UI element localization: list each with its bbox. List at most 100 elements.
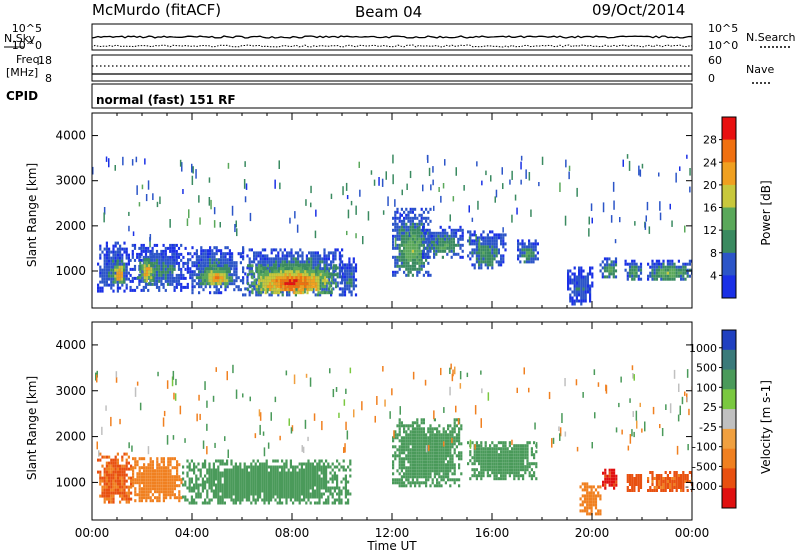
power-cell <box>571 302 574 306</box>
power-cell <box>495 251 498 255</box>
velocity-cell <box>149 463 152 467</box>
power-cell <box>239 261 242 265</box>
velocity-cell <box>455 478 458 482</box>
velocity-cell <box>418 448 421 452</box>
velocity-cell <box>491 471 494 475</box>
power-cell <box>138 258 141 262</box>
power-cell <box>525 248 528 252</box>
velocity-cell <box>444 481 447 485</box>
velocity-cell <box>403 475 406 479</box>
velocity-cell <box>414 466 417 470</box>
power-cell <box>266 288 269 292</box>
power-cell <box>116 250 119 254</box>
velocity-cell <box>232 492 235 496</box>
power-cell <box>198 255 201 259</box>
power-cell <box>145 264 148 268</box>
velocity-cell <box>119 485 122 489</box>
power-cell <box>260 273 263 277</box>
power-cell <box>310 279 313 283</box>
power-cell <box>589 296 592 300</box>
velocity-cell <box>110 497 113 501</box>
power-cell <box>275 270 278 274</box>
power-cell <box>446 231 449 235</box>
velocity-cell <box>453 472 456 476</box>
power-cell <box>177 267 181 271</box>
velocity-cell <box>165 466 168 470</box>
velocity-cell <box>108 500 111 504</box>
power-cell <box>270 251 273 255</box>
power-cell <box>400 258 403 262</box>
power-cell <box>478 266 481 270</box>
velocity-cell <box>110 464 113 468</box>
velocity-cell <box>228 492 231 496</box>
power-cell <box>145 258 148 262</box>
power-cell <box>246 266 249 270</box>
velocity-cell <box>162 463 165 467</box>
power-cell <box>272 266 275 270</box>
power-cell <box>332 273 335 277</box>
power-cell <box>123 289 126 293</box>
velocity-cell <box>184 480 187 484</box>
velocity-cell <box>311 474 314 478</box>
power-cell <box>403 270 406 274</box>
power-cell <box>435 240 438 244</box>
power-cell <box>520 179 522 185</box>
power-cell <box>302 279 305 283</box>
velocity-cell <box>212 474 215 478</box>
velocity-cell <box>442 454 445 458</box>
power-cell <box>295 285 298 289</box>
velocity-cell <box>241 474 244 478</box>
power-cell <box>452 240 455 244</box>
power-cell <box>308 251 311 255</box>
power-cell <box>396 258 399 262</box>
velocity-cell <box>169 490 172 494</box>
power-cell <box>394 225 397 229</box>
power-cell <box>608 266 611 270</box>
velocity-cell <box>108 476 111 480</box>
power-ytick-label: 1000 <box>55 264 86 278</box>
power-cell <box>655 277 658 281</box>
velocity-cell <box>158 490 161 494</box>
power-cell <box>313 276 316 280</box>
velocity-cell <box>475 477 478 481</box>
power-cell <box>236 228 238 237</box>
power-cell <box>255 251 258 255</box>
velocity-cell <box>322 477 325 481</box>
velocity-cell <box>403 439 406 443</box>
power-cell <box>141 264 144 268</box>
power-cell <box>304 270 307 274</box>
velocity-cell <box>274 474 277 478</box>
power-cell <box>231 205 234 216</box>
power-cell <box>437 249 440 253</box>
power-cell <box>213 255 216 259</box>
velocity-cell <box>480 468 483 472</box>
power-cell <box>602 202 605 213</box>
power-cell <box>101 271 104 275</box>
velocity-cell <box>125 461 128 465</box>
velocity-cell <box>239 477 242 481</box>
velocity-cell <box>418 451 421 455</box>
power-cell <box>580 302 583 306</box>
power-cell <box>480 260 483 264</box>
velocity-scatter-cells <box>95 363 692 516</box>
power-cell <box>495 239 498 243</box>
velocity-cell <box>206 468 209 472</box>
power-cell <box>398 246 401 250</box>
velocity-cell <box>409 442 412 446</box>
velocity-cell <box>147 478 150 482</box>
velocity-cell <box>215 471 218 475</box>
velocity-cell <box>108 479 111 483</box>
power-cell <box>567 275 570 279</box>
velocity-cell <box>158 499 161 503</box>
velocity-cell <box>429 430 432 434</box>
velocity-cell <box>151 460 154 464</box>
power-cell <box>422 246 425 250</box>
velocity-cell <box>398 448 401 452</box>
power-cell <box>292 254 295 258</box>
power-cell <box>319 257 322 261</box>
power-cell <box>191 276 194 280</box>
power-cell <box>575 284 578 288</box>
power-cell <box>635 271 638 275</box>
velocity-cell <box>103 455 106 459</box>
power-cell <box>407 264 410 268</box>
